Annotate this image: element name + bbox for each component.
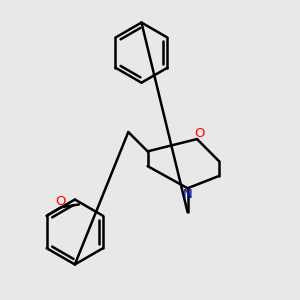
Text: N: N xyxy=(183,188,193,201)
Text: O: O xyxy=(194,128,205,140)
Text: O: O xyxy=(55,195,65,208)
